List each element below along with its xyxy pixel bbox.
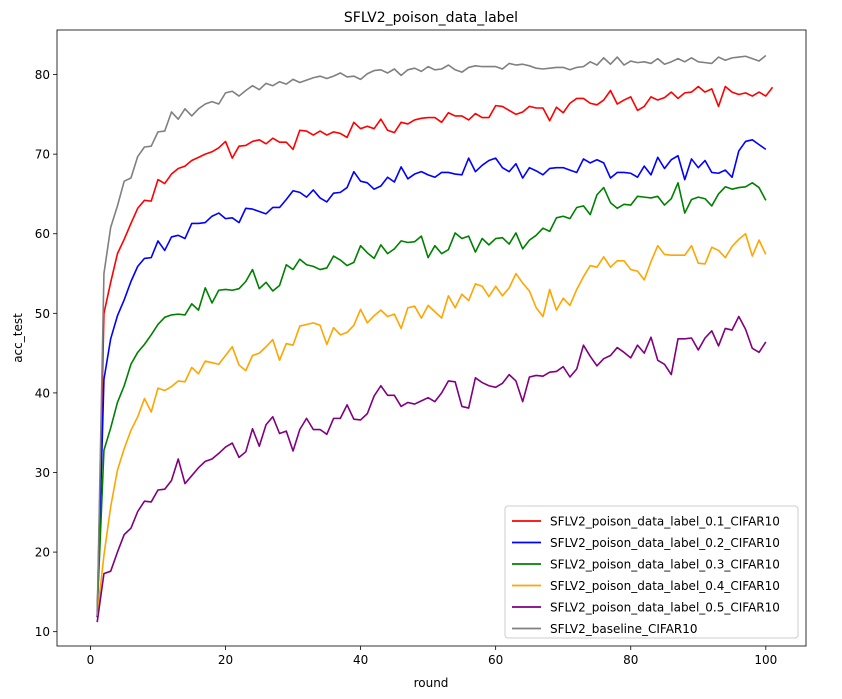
y-axis-title: acc_test <box>11 313 25 363</box>
x-tick-label: 0 <box>87 653 95 667</box>
legend-label: SFLV2_poison_data_label_0.4_CIFAR10 <box>550 579 780 593</box>
legend-label: SFLV2_poison_data_label_0.1_CIFAR10 <box>550 515 780 529</box>
legend-label: SFLV2_poison_data_label_0.3_CIFAR10 <box>550 558 780 572</box>
series-line-1 <box>96 85 774 618</box>
y-tick-label: 20 <box>35 546 50 560</box>
plot-border <box>56 29 807 647</box>
legend-label: SFLV2_baseline_CIFAR10 <box>550 622 698 636</box>
y-tick-label: 40 <box>35 386 50 400</box>
y-tick-label: 70 <box>35 148 50 162</box>
legend-label: SFLV2_poison_data_label_0.5_CIFAR10 <box>550 601 780 615</box>
series-line-3 <box>96 182 767 612</box>
x-axis-title: round <box>414 676 449 690</box>
series-line-6 <box>96 54 767 616</box>
x-tick-label: 20 <box>218 653 233 667</box>
y-axis-ticks: 10 20 30 40 50 60 70 80 <box>35 68 57 639</box>
series-line-2 <box>96 139 767 617</box>
y-tick-label: 10 <box>35 625 50 639</box>
y-tick-label: 60 <box>35 227 50 241</box>
legend-label: SFLV2_poison_data_label_0.2_CIFAR10 <box>550 536 780 550</box>
x-tick-label: 100 <box>754 653 777 667</box>
chart-title: SFLV2_poison_data_label <box>344 10 518 26</box>
y-tick-label: 50 <box>35 307 50 321</box>
series-line-5 <box>96 315 767 623</box>
series-line-4 <box>96 232 767 616</box>
x-axis-ticks: 0 20 40 60 80 100 <box>87 646 777 667</box>
legend-box <box>504 505 799 639</box>
y-tick-label: 80 <box>35 68 50 82</box>
series-layer <box>96 54 774 623</box>
legend: SFLV2_poison_data_label_0.1_CIFAR10 SFLV2… <box>504 505 799 639</box>
x-tick-label: 60 <box>488 653 503 667</box>
x-tick-label: 80 <box>623 653 638 667</box>
y-tick-label: 30 <box>35 466 50 480</box>
x-tick-label: 40 <box>353 653 368 667</box>
